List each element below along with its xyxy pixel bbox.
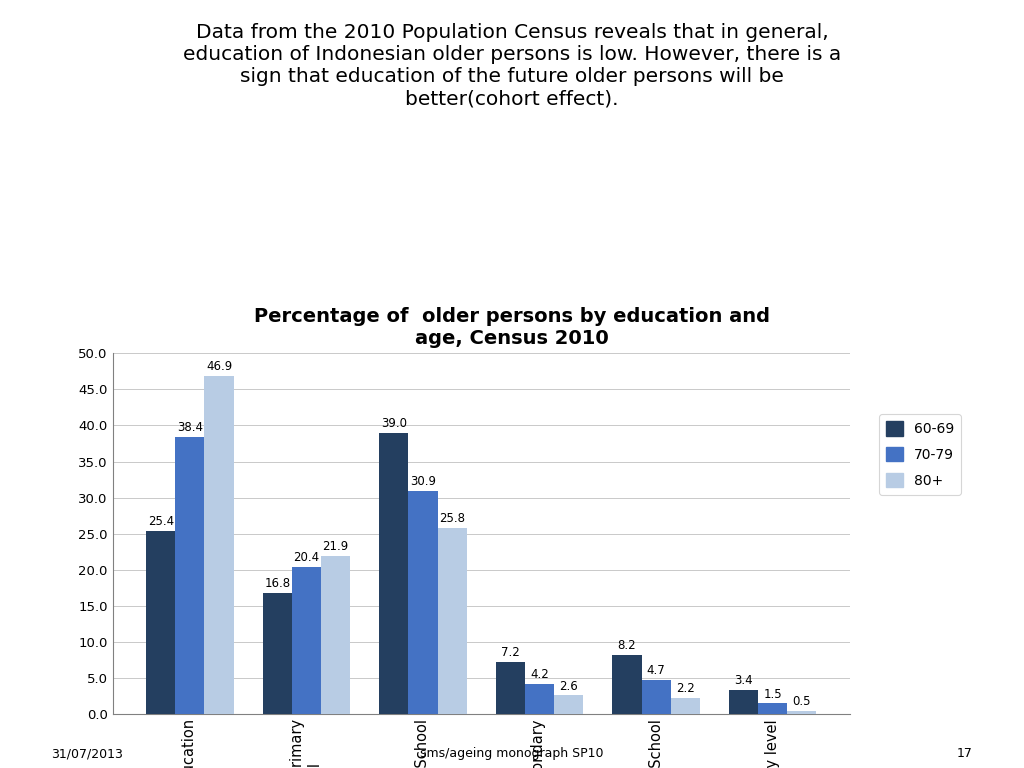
- Bar: [496, 662, 525, 714]
- Text: 3.4: 3.4: [734, 674, 753, 687]
- Bar: [787, 710, 816, 714]
- Bar: [758, 703, 787, 714]
- Text: Data from the 2010 Population Census reveals that in general,
education of Indon: Data from the 2010 Population Census rev…: [183, 23, 841, 108]
- Bar: [729, 690, 758, 714]
- Bar: [612, 655, 642, 714]
- Text: 16.8: 16.8: [264, 577, 291, 590]
- Bar: [175, 437, 205, 714]
- Bar: [409, 492, 437, 714]
- Text: 8.2: 8.2: [617, 639, 636, 652]
- Bar: [379, 432, 409, 714]
- Text: 20.4: 20.4: [293, 551, 319, 564]
- Text: 25.4: 25.4: [147, 515, 174, 528]
- Text: 25.8: 25.8: [439, 512, 465, 525]
- Text: 2.6: 2.6: [559, 680, 579, 693]
- Text: 4.2: 4.2: [530, 668, 549, 681]
- Text: 39.0: 39.0: [381, 417, 407, 430]
- Bar: [437, 528, 467, 714]
- Bar: [205, 376, 233, 714]
- Text: 38.4: 38.4: [177, 421, 203, 434]
- Text: 2.2: 2.2: [676, 683, 694, 696]
- Bar: [554, 696, 584, 714]
- Bar: [671, 698, 699, 714]
- Text: 46.9: 46.9: [206, 359, 232, 372]
- Bar: [146, 531, 175, 714]
- Text: 30.9: 30.9: [410, 475, 436, 488]
- Text: 1.5: 1.5: [763, 687, 782, 700]
- Legend: 60-69, 70-79, 80+: 60-69, 70-79, 80+: [879, 415, 961, 495]
- Text: Percentage of  older persons by education and
age, Census 2010: Percentage of older persons by education…: [254, 307, 770, 348]
- Bar: [292, 567, 321, 714]
- Text: 31/07/2013: 31/07/2013: [51, 747, 123, 760]
- Text: 21.9: 21.9: [323, 540, 349, 553]
- Bar: [321, 556, 350, 714]
- Text: 0.5: 0.5: [793, 695, 811, 708]
- Bar: [525, 684, 554, 714]
- Text: 4.7: 4.7: [647, 664, 666, 677]
- Bar: [263, 593, 292, 714]
- Text: 17: 17: [956, 747, 973, 760]
- Text: 7.2: 7.2: [501, 647, 520, 660]
- Bar: [642, 680, 671, 714]
- Text: sms/ageing monograph SP10: sms/ageing monograph SP10: [420, 747, 604, 760]
